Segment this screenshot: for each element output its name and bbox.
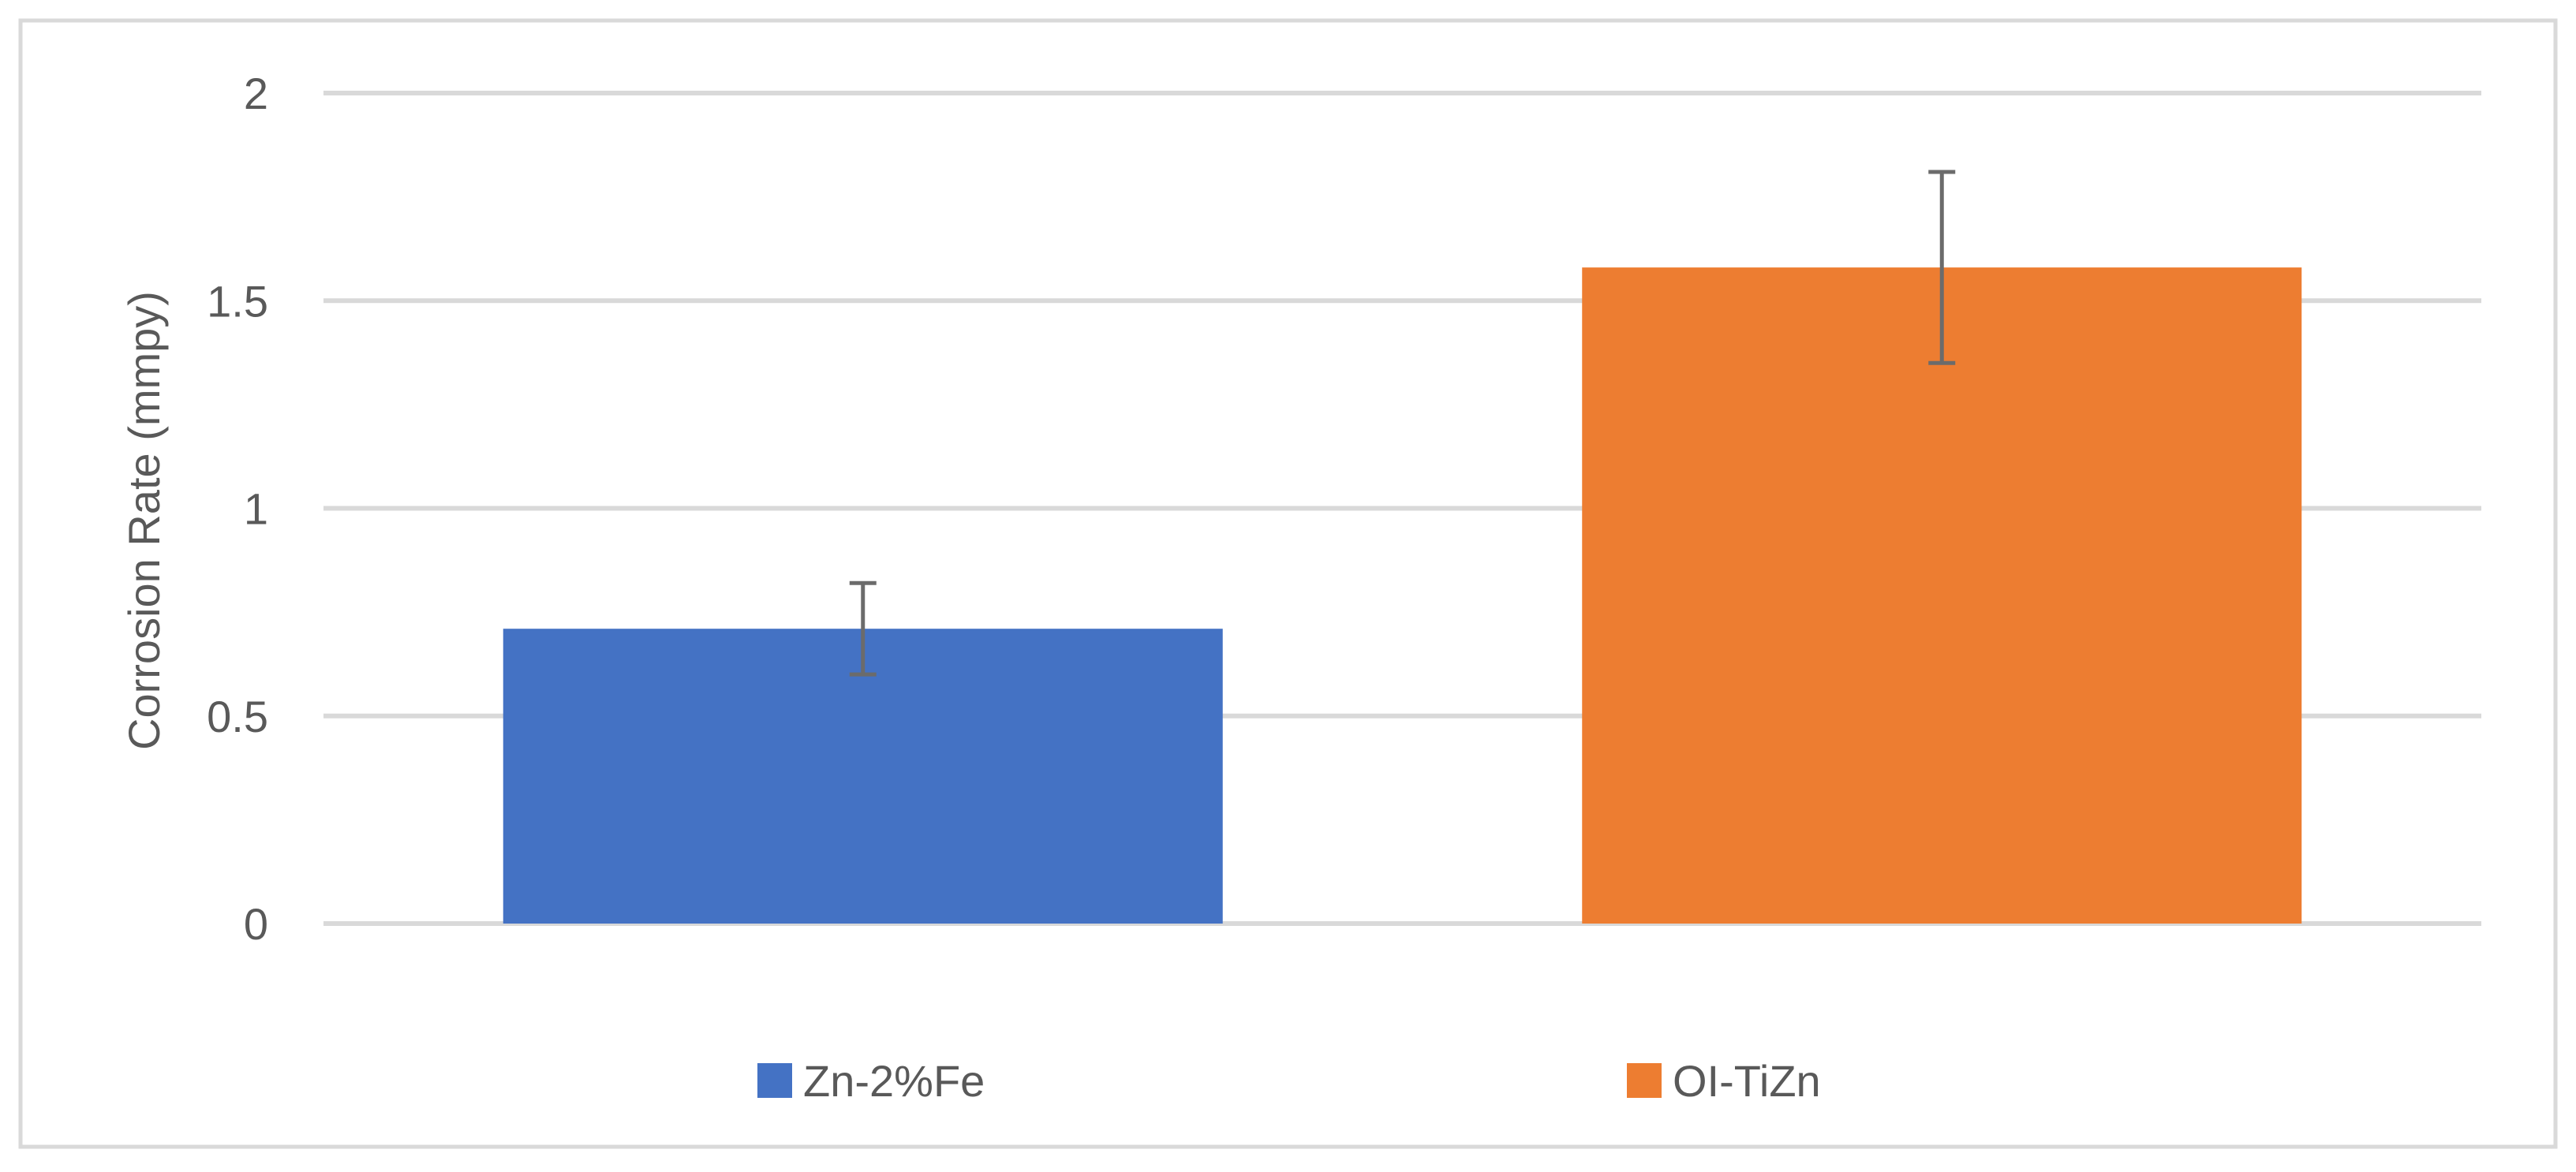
error-bar — [849, 580, 877, 677]
y-tick-label: 1 — [244, 484, 268, 534]
legend-swatch — [1627, 1063, 1662, 1098]
legend: Zn-2%Fe OI-TiZn — [757, 1056, 1821, 1106]
bar-zn-2-fe — [503, 629, 1223, 924]
bar-oi-tizn — [1582, 267, 2302, 924]
y-axis-ticks: 0 0.5 1 1.5 2 — [207, 69, 268, 949]
y-tick-label: 0.5 — [207, 692, 268, 741]
legend-item: Zn-2%Fe — [757, 1056, 985, 1106]
legend-item: OI-TiZn — [1627, 1056, 1821, 1106]
bars — [503, 267, 2302, 924]
y-tick-label: 0 — [244, 899, 268, 949]
y-tick-label: 2 — [244, 69, 268, 118]
y-axis-label: Corrosion Rate (mmpy) — [119, 291, 169, 750]
legend-swatch — [757, 1063, 792, 1098]
error-bar — [1928, 170, 1956, 365]
legend-label: Zn-2%Fe — [803, 1056, 985, 1106]
error-bars — [849, 170, 1956, 677]
y-tick-label: 1.5 — [207, 276, 268, 326]
legend-label: OI-TiZn — [1673, 1056, 1821, 1106]
